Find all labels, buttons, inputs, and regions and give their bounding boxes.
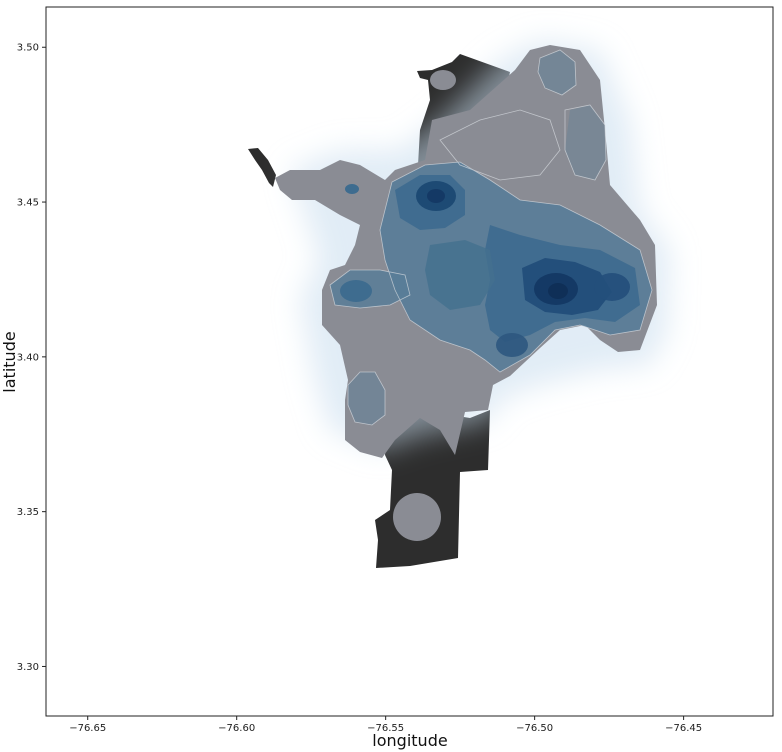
x-tick-label: −76.45 (665, 723, 702, 734)
density-mid-region-east (565, 105, 606, 180)
y-tick-label: 3.40 (17, 352, 39, 363)
y-tick-label: 3.45 (17, 198, 39, 209)
density-patch-south (393, 493, 441, 541)
y-tick-label: 3.35 (17, 507, 39, 518)
x-tick-label: −76.65 (69, 723, 106, 734)
x-tick-label: −76.50 (516, 723, 553, 734)
x-tick-label: −76.55 (367, 723, 404, 734)
density-patch-north (430, 70, 456, 90)
y-axis-ticks: 3.30 3.35 3.40 3.45 3.50 (17, 43, 46, 673)
density-mid-region-north (538, 50, 576, 95)
density-mid-region-southwest (348, 372, 385, 425)
density-peak-core-west (340, 280, 372, 302)
y-tick-label: 3.50 (17, 43, 39, 54)
density-peak-core-east-inner (548, 283, 568, 299)
density-peak-south-east (496, 333, 528, 357)
city-boundary (248, 54, 510, 568)
plot-area: −76.65 −76.60 −76.55 −76.50 −76.45 3.303.353… (0, 6, 774, 750)
y-axis-title: latitude (0, 331, 19, 392)
density-peak-secondary-east (594, 273, 630, 301)
density-high-region-center (425, 240, 495, 310)
y-tick-label: 3.30 (17, 662, 39, 673)
density-peak-core-north-inner (427, 189, 445, 203)
x-axis-title: longitude (372, 731, 447, 750)
density-peak-small-west (345, 184, 359, 194)
density-contours (329, 49, 653, 426)
plot-frame (45, 6, 774, 717)
x-axis-ticks: −76.65 −76.60 −76.55 −76.50 −76.45 (69, 716, 702, 734)
x-tick-label: −76.60 (218, 723, 255, 734)
